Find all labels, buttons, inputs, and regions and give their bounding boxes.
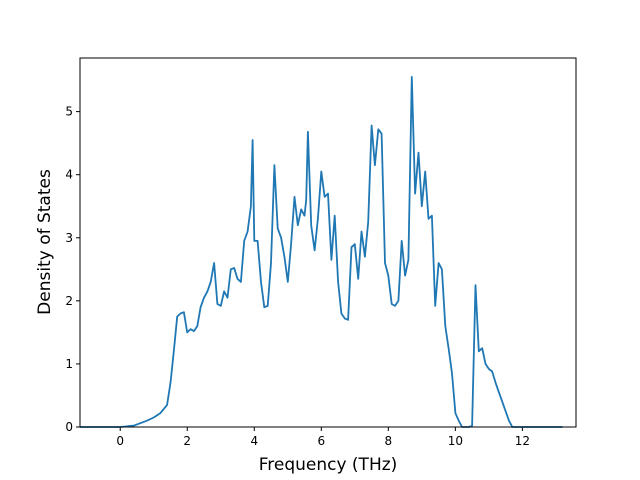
x-axis-label: Frequency (THz) [259,455,398,475]
x-tick-label: 8 [385,434,393,448]
x-tick-label: 4 [250,434,258,448]
y-tick-label: 1 [65,357,73,371]
x-tick-label: 0 [116,434,124,448]
x-tick-label: 12 [515,434,530,448]
x-tick-label: 2 [183,434,191,448]
y-axis-ticks: 0 1 2 3 4 5 [65,105,80,434]
y-tick-label: 4 [65,168,73,182]
y-tick-label: 5 [65,105,73,119]
series-layer [80,76,563,428]
x-tick-label: 10 [448,434,463,448]
plot-frame [79,57,577,428]
y-tick-label: 3 [65,231,73,245]
y-tick-label: 2 [65,294,73,308]
dos-series-line [80,76,563,428]
y-tick-label: 0 [65,420,73,434]
y-axis-label: Density of States [35,169,55,315]
x-axis-ticks: 0 2 4 6 8 10 12 [116,427,530,448]
x-tick-label: 6 [317,434,325,448]
